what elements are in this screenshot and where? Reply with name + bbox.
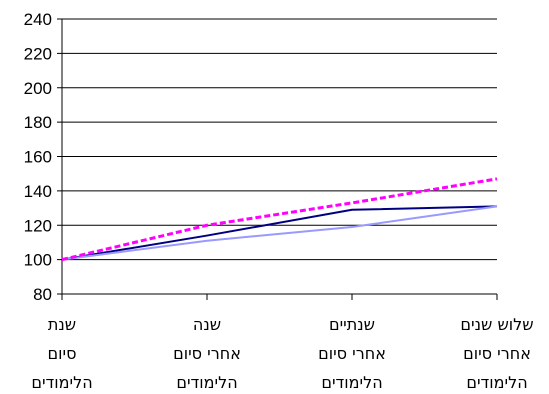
- gridlines: [62, 18, 497, 261]
- y-tick-label: 140: [24, 182, 52, 201]
- x-tick-label: שנת: [48, 315, 76, 334]
- x-tick-label: סיום: [48, 344, 77, 363]
- y-tick-label: 160: [24, 148, 52, 167]
- x-tick-label: אחרי סיום: [173, 344, 241, 363]
- y-tick-label: 240: [24, 10, 52, 29]
- y-tick-label: 100: [24, 251, 52, 270]
- y-tick-labels: 80 100 120 140 160 180 200 220 240: [24, 10, 52, 304]
- series-line-1: [61, 205, 498, 261]
- x-tick-label: הלימודים: [176, 373, 237, 392]
- x-tick-label: אחרי סיום: [318, 344, 386, 363]
- axes: [57, 18, 498, 300]
- y-tick-label: 120: [24, 216, 52, 235]
- series-lines: [61, 177, 498, 262]
- x-tick-label: הלימודים: [466, 373, 527, 392]
- x-tick-labels: שנת סיום הלימודים שנה אחרי סיום הלימודים שנתיי…: [31, 315, 533, 392]
- y-tick-label: 80: [33, 285, 52, 304]
- y-tick-label: 220: [24, 44, 52, 63]
- y-tick-label: 180: [24, 113, 52, 132]
- x-tick-label: שנה: [193, 315, 221, 334]
- series-line-3: [61, 177, 498, 262]
- x-tick-label: שלוש שנים: [460, 315, 533, 334]
- x-tick-label: שנתיים: [329, 315, 375, 334]
- x-tick-label: הלימודים: [321, 373, 382, 392]
- x-tick-label: הלימודים: [31, 373, 92, 392]
- x-tick-label: אחרי סיום: [463, 344, 531, 363]
- y-tick-label: 200: [24, 79, 52, 98]
- series-line-2: [61, 205, 498, 261]
